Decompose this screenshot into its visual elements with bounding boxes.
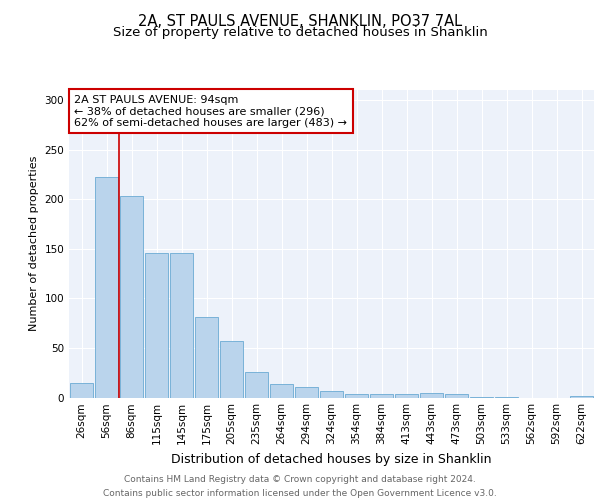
Bar	[570, 396, 593, 398]
Bar	[395, 394, 418, 398]
Bar	[170, 252, 193, 398]
X-axis label: Distribution of detached houses by size in Shanklin: Distribution of detached houses by size …	[171, 453, 492, 466]
Bar	[295, 386, 318, 398]
Bar	[70, 382, 93, 398]
Bar	[420, 392, 443, 398]
Bar	[345, 394, 368, 398]
Bar	[370, 394, 393, 398]
Text: Contains HM Land Registry data © Crown copyright and database right 2024.
Contai: Contains HM Land Registry data © Crown c…	[103, 476, 497, 498]
Bar	[470, 396, 493, 398]
Bar	[495, 396, 518, 398]
Text: 2A, ST PAULS AVENUE, SHANKLIN, PO37 7AL: 2A, ST PAULS AVENUE, SHANKLIN, PO37 7AL	[138, 14, 462, 29]
Bar	[120, 196, 143, 398]
Bar	[220, 341, 243, 398]
Bar	[445, 394, 468, 398]
Text: Size of property relative to detached houses in Shanklin: Size of property relative to detached ho…	[113, 26, 487, 39]
Bar	[270, 384, 293, 398]
Bar	[245, 372, 268, 398]
Text: 2A ST PAULS AVENUE: 94sqm
← 38% of detached houses are smaller (296)
62% of semi: 2A ST PAULS AVENUE: 94sqm ← 38% of detac…	[74, 94, 347, 128]
Bar	[320, 390, 343, 398]
Bar	[195, 317, 218, 398]
Y-axis label: Number of detached properties: Number of detached properties	[29, 156, 39, 332]
Bar	[95, 178, 118, 398]
Bar	[145, 252, 168, 398]
